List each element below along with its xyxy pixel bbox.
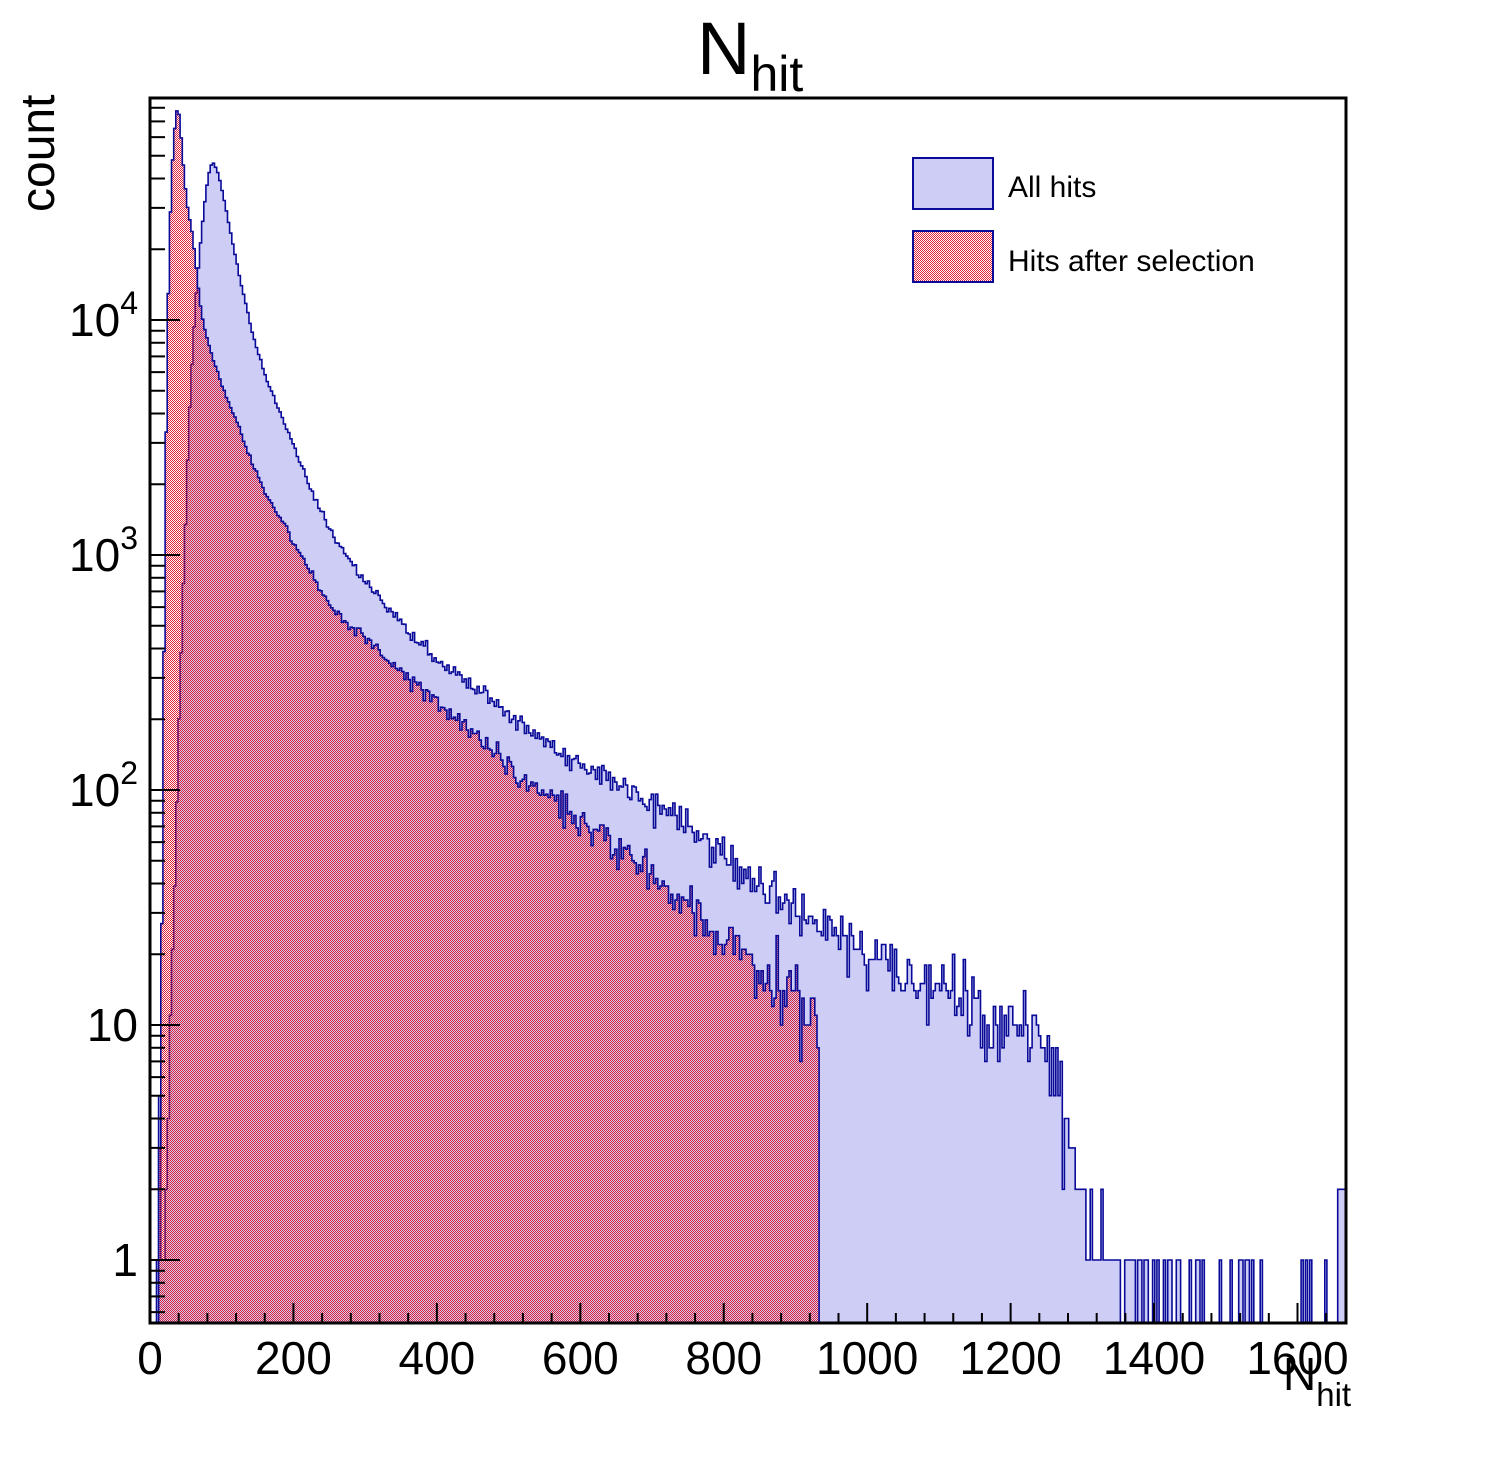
axis-tick-labels: 0 200 400 600 800 1000 1200 1400 1600 1 10 102 103 10…: [69, 285, 1349, 1384]
y-tick-label: 1: [112, 1234, 138, 1286]
plot-frame: [148, 96, 1348, 1325]
x-tick-label: 0: [137, 1332, 163, 1384]
plot-title-sub: hit: [750, 46, 803, 102]
x-axis-title: Nhit: [1283, 1348, 1351, 1413]
axis-ticks: [149, 106, 1328, 1323]
x-tick-label: 1200: [959, 1332, 1061, 1384]
legend-swatch-selection: [912, 230, 994, 283]
y-tick-label: 103: [69, 520, 138, 581]
plot-title: Nhit: [697, 7, 803, 102]
y-tick-label: 104: [69, 285, 138, 346]
plot-title-main: N: [697, 7, 750, 90]
hits-after-selection-histogram: [150, 110, 1347, 1324]
x-axis-title-main: N: [1283, 1348, 1316, 1400]
legend-label-selection: Hits after selection: [1008, 245, 1255, 278]
x-tick-label: 1000: [816, 1332, 918, 1384]
legend: All hits Hits after selection: [912, 157, 1255, 283]
y-axis-title: count: [12, 95, 65, 212]
legend-swatch-all-hits: [912, 157, 994, 210]
x-tick-label: 400: [398, 1332, 475, 1384]
x-tick-label: 1600: [1246, 1332, 1348, 1384]
x-tick-label: 200: [255, 1332, 332, 1384]
x-axis-title-sub: hit: [1316, 1376, 1351, 1413]
x-tick-label: 1400: [1103, 1332, 1205, 1384]
histograms: [150, 110, 1348, 1324]
y-tick-label: 10: [87, 999, 138, 1051]
x-tick-label: 600: [542, 1332, 619, 1384]
x-tick-label: 800: [685, 1332, 762, 1384]
legend-label-all-hits: All hits: [1008, 171, 1096, 204]
y-tick-label: 102: [69, 755, 138, 816]
